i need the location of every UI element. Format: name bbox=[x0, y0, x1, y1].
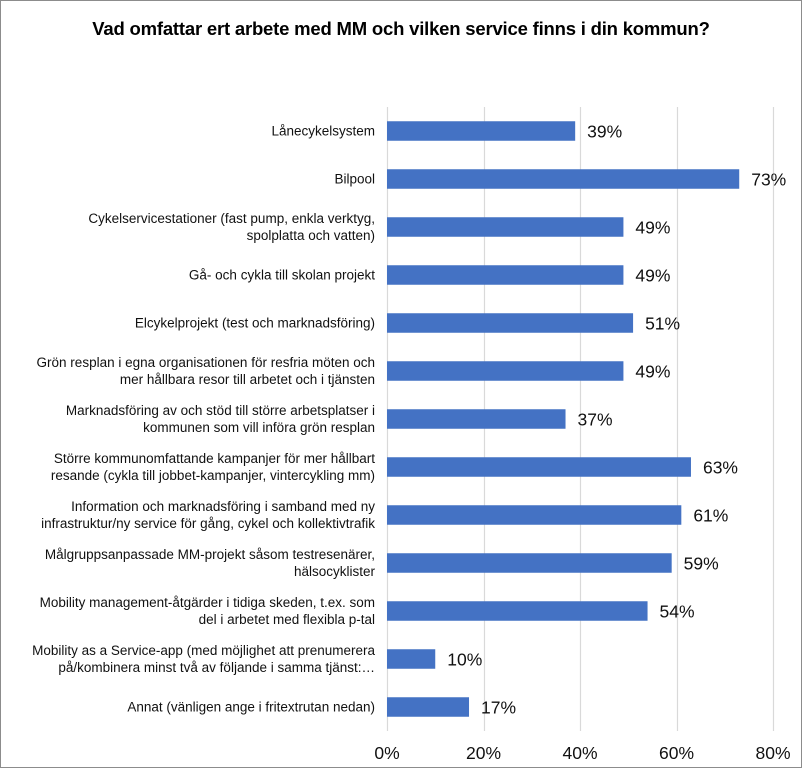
value-labels: 39% 73% 49% 49% 51% 49% 37% 63% 61% 59% 54% 10% 17% bbox=[447, 122, 786, 718]
bar bbox=[387, 505, 682, 525]
bar bbox=[387, 553, 672, 573]
bar bbox=[387, 601, 648, 621]
bar bbox=[387, 169, 740, 189]
category-label: Mobility as a Service-app (med möjlighet… bbox=[32, 643, 375, 675]
category-labels: Lånecykelsystem Bilpool Cykelservicestatio… bbox=[32, 124, 375, 715]
category-label: Större kommunomfattande kampanjer för me… bbox=[51, 451, 375, 483]
x-tick-label: 20% bbox=[466, 743, 501, 763]
category-label: Cykelservicestationer (fast pump, enkla … bbox=[88, 211, 375, 243]
category-label: Marknadsföring av och stöd till större a… bbox=[66, 403, 375, 435]
category-label: Målgruppsanpassade MM-projekt såsom test… bbox=[45, 547, 376, 579]
bar bbox=[387, 121, 576, 141]
chart-title: Vad omfattar ert arbete med MM och vilke… bbox=[92, 18, 710, 39]
bar bbox=[387, 457, 691, 477]
data-label: 59% bbox=[684, 554, 719, 574]
bar bbox=[387, 409, 566, 429]
data-label: 49% bbox=[635, 266, 670, 286]
bar bbox=[387, 265, 624, 285]
data-label: 39% bbox=[587, 122, 622, 142]
x-tick-label: 60% bbox=[659, 743, 694, 763]
x-tick-label: 40% bbox=[562, 743, 597, 763]
category-label: Information och marknadsföring i samband… bbox=[41, 499, 375, 531]
category-label: Gå- och cykla till skolan projekt bbox=[189, 268, 375, 283]
data-label: 49% bbox=[635, 362, 670, 382]
data-label: 49% bbox=[635, 218, 670, 238]
data-label: 63% bbox=[703, 458, 738, 478]
category-label: Mobility management-åtgärder i tidiga sk… bbox=[40, 595, 375, 627]
data-label: 73% bbox=[751, 170, 786, 190]
bar bbox=[387, 217, 624, 237]
data-label: 54% bbox=[660, 602, 695, 622]
bar bbox=[387, 361, 624, 381]
data-label: 17% bbox=[481, 698, 516, 718]
bar bbox=[387, 649, 436, 669]
category-label: Grön resplan i egna organisationen för r… bbox=[37, 355, 375, 387]
category-label: Elcykelprojekt (test och marknadsföring) bbox=[135, 316, 375, 331]
category-label: Bilpool bbox=[334, 172, 375, 187]
bars bbox=[387, 121, 740, 717]
category-label: Annat (vänligen ange i fritextrutan neda… bbox=[127, 700, 375, 715]
bar bbox=[387, 313, 634, 333]
data-label: 61% bbox=[693, 506, 728, 526]
category-label: Lånecykelsystem bbox=[271, 124, 375, 139]
x-tick-label: 0% bbox=[374, 743, 399, 763]
data-label: 51% bbox=[645, 314, 680, 334]
x-tick-label: 80% bbox=[755, 743, 790, 763]
x-axis-tick-labels: 0% 20% 40% 60% 80% bbox=[374, 743, 790, 763]
data-label: 37% bbox=[578, 410, 613, 430]
data-label: 10% bbox=[447, 650, 482, 670]
bar bbox=[387, 697, 470, 717]
